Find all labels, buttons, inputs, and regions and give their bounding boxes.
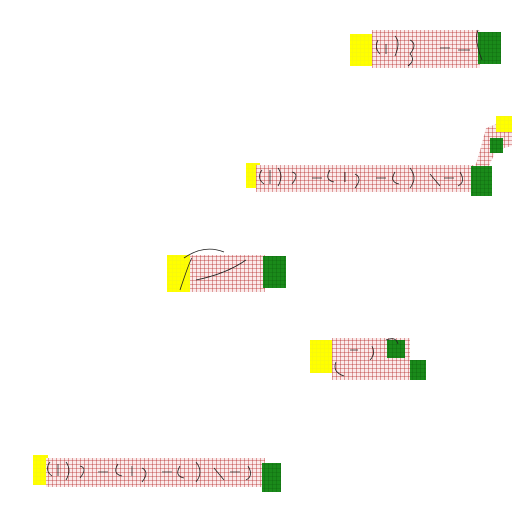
handwriting xyxy=(47,461,251,483)
grid-body xyxy=(256,165,474,192)
stroke-group-1 xyxy=(350,29,501,68)
grid-body xyxy=(46,458,265,487)
grid-body xyxy=(190,255,265,292)
start-block xyxy=(350,34,374,66)
tail-start xyxy=(496,116,512,132)
handwriting xyxy=(259,167,463,189)
stroke-group-2 xyxy=(246,116,512,196)
grid-body xyxy=(372,30,480,68)
end-block xyxy=(471,166,492,196)
handwriting xyxy=(376,29,483,67)
stroke-group-3 xyxy=(167,248,286,292)
stroke-group-5 xyxy=(33,455,281,492)
end-block xyxy=(262,463,281,492)
start-block xyxy=(33,455,48,485)
stroke-group-4 xyxy=(310,338,426,380)
end-block xyxy=(263,256,286,288)
mid-block xyxy=(387,340,405,358)
handwriting xyxy=(179,248,247,291)
handwriting xyxy=(334,338,399,377)
end-block xyxy=(410,360,426,380)
end-block xyxy=(478,32,501,64)
tail-end xyxy=(490,138,503,153)
start-block xyxy=(310,340,333,373)
start-block xyxy=(167,255,192,292)
